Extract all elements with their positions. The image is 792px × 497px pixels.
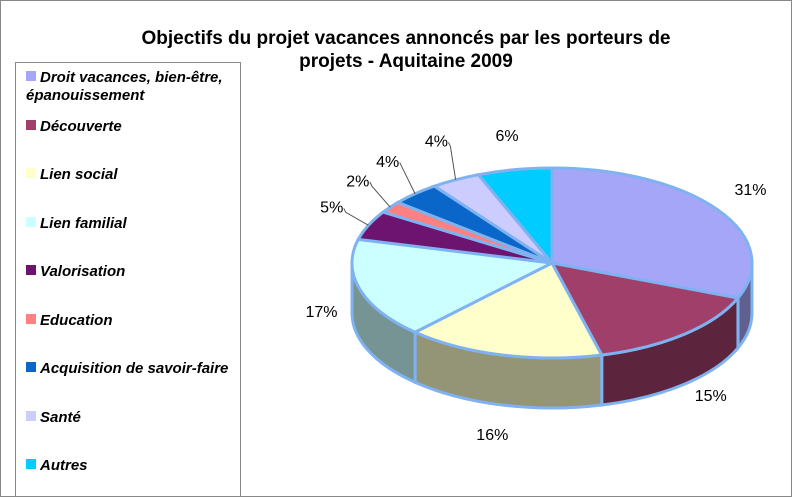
data-label: 2% [346,173,369,190]
legend-swatch [26,265,36,275]
legend-swatch [26,71,36,81]
pie-slice [549,260,741,357]
legend-swatch [26,459,36,469]
data-label: 17% [306,304,338,321]
legend-item: Acquisition de savoir-faire [26,360,236,378]
pie-slice [550,166,754,300]
leader-line [399,162,416,194]
legend-swatch [26,313,36,324]
legend-label: Droit vacances, bien-être, épanouissemen… [26,69,223,104]
legend-label: Santé [40,408,81,426]
pie-slice [475,166,554,268]
data-label: 4% [376,154,399,171]
leader-line [447,142,457,180]
legend-label: Acquisition de savoir-faire [40,360,229,377]
legend-item: Santé [26,409,236,427]
legend-item: Autres [26,457,236,475]
legend-swatch [26,168,36,178]
pie-slice [350,237,558,334]
legend-item: Lien social [26,166,236,184]
legend-item: Education [26,312,236,330]
legend: Droit vacances, bien-être, épanouissemen… [15,62,241,496]
leader-line [343,208,369,226]
legend-swatch [26,362,36,372]
legend-label: Valorisation [40,263,126,280]
leader-line [369,181,391,208]
data-label: 6% [495,128,518,145]
legend-swatch [26,119,36,130]
legend-label: Education [40,311,113,329]
legend-item: Découverte [26,118,236,136]
legend-label: Autres [40,457,88,474]
data-label: 4% [425,134,448,151]
legend-label: Découverte [40,117,122,135]
legend-swatch [26,216,36,227]
legend-item: Droit vacances, bien-être, épanouissemen… [26,69,236,105]
legend-label: Lien social [40,166,118,183]
legend-label: Lien familial [40,214,127,232]
legend-item: Lien familial [26,215,236,233]
data-label: 16% [476,427,508,444]
chart-title: Objectifs du projet vacances annoncés pa… [141,28,671,72]
legend-item: Valorisation [26,263,236,281]
data-label: 5% [320,200,343,217]
legend-swatch [26,410,36,421]
pie-slice [411,261,605,360]
data-label: 31% [734,182,766,199]
data-label: 15% [695,388,727,405]
